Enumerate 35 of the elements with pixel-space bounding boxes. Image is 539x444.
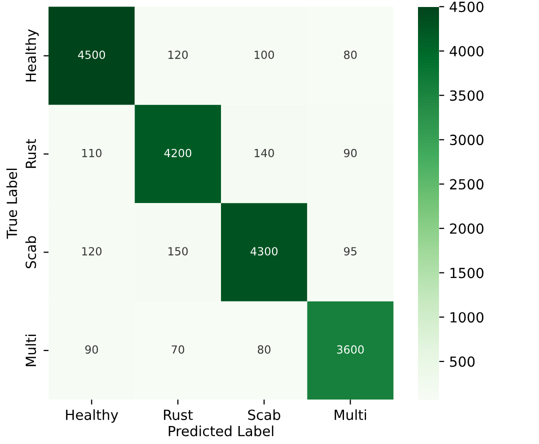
- x-tick-label: Multi: [334, 409, 366, 420]
- y-tick-label: Healthy: [25, 29, 39, 82]
- x-axis-title: Predicted Label: [168, 426, 274, 436]
- data-label: 90: [344, 148, 357, 158]
- color-bar-label: 4000: [450, 46, 484, 56]
- color-bar-label: 1000: [450, 312, 484, 323]
- data-label: 80: [258, 345, 270, 354]
- color-bar-label: 2000: [450, 223, 484, 234]
- data-label: 140: [254, 148, 274, 158]
- data-label: 4500: [78, 50, 106, 59]
- x-tick-label: Scab: [248, 409, 280, 420]
- data-label: 70: [172, 345, 184, 354]
- y-tick-label: Scab: [25, 236, 36, 268]
- data-label: 100: [254, 50, 274, 59]
- data-label: 95: [344, 247, 356, 256]
- color-bar-label: 1500: [450, 268, 484, 278]
- color-bar-label: 3000: [450, 134, 484, 146]
- data-label: 80: [344, 50, 357, 59]
- data-label: 120: [82, 247, 102, 256]
- y-axis-title: True Label: [6, 168, 18, 239]
- data-label: 4200: [164, 148, 192, 158]
- data-label: 3600: [337, 345, 364, 354]
- color-bar-label: 3500: [450, 90, 484, 101]
- y-tick-label: Rust: [26, 139, 36, 168]
- data-label: 120: [168, 50, 188, 59]
- color-bar-label: 500: [450, 356, 475, 367]
- data-label: 110: [82, 148, 102, 158]
- data-label: 90: [85, 345, 98, 354]
- data-label: 150: [168, 247, 188, 256]
- color-bar-label: 2500: [450, 179, 484, 190]
- x-tick-label: Healthy: [66, 409, 118, 423]
- y-tick-label: Multi: [25, 334, 36, 366]
- color-bar-label: 4500: [450, 2, 484, 12]
- x-tick-label: Rust: [164, 410, 193, 420]
- data-label: 4300: [250, 247, 278, 256]
